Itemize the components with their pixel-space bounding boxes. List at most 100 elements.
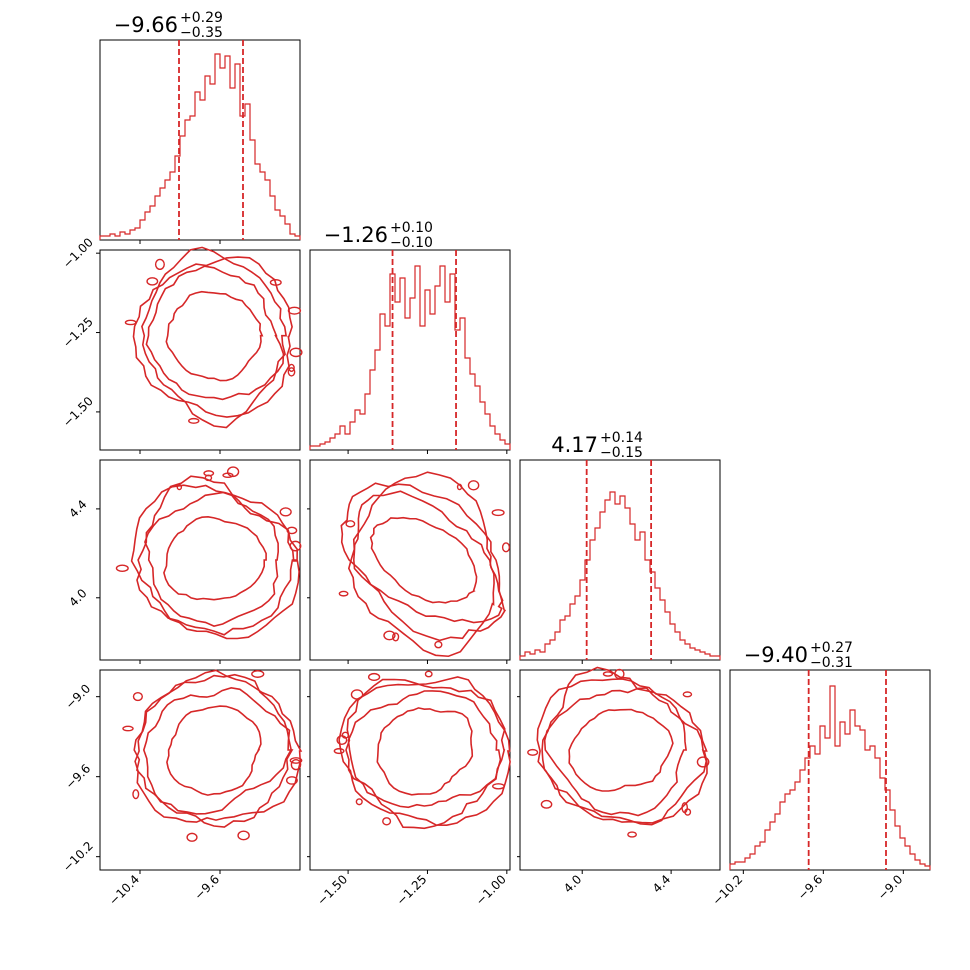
contour-island bbox=[115, 564, 129, 572]
param-title-minus: −0.35 bbox=[180, 25, 223, 41]
contour-island bbox=[289, 540, 302, 552]
contour-island bbox=[146, 277, 159, 286]
contour-island bbox=[154, 258, 165, 271]
param-title-plus: +0.27 bbox=[810, 640, 853, 656]
contour-island bbox=[204, 474, 213, 482]
contour-island bbox=[287, 306, 302, 315]
contour-line bbox=[145, 265, 285, 401]
contour-island bbox=[290, 758, 302, 771]
contour-island bbox=[341, 731, 350, 739]
contour-level-2 bbox=[130, 475, 300, 640]
contour-line bbox=[345, 678, 506, 830]
contour-level-2 bbox=[132, 246, 293, 429]
contour-line bbox=[141, 246, 288, 429]
panel-frame bbox=[99, 459, 301, 661]
contour-island bbox=[614, 668, 625, 680]
contour-line bbox=[142, 686, 293, 815]
contour-island bbox=[434, 640, 443, 649]
contour-island bbox=[186, 832, 198, 842]
x-tick-label: −1.50 bbox=[314, 872, 350, 908]
contour-line bbox=[568, 708, 674, 792]
param-title-plus: +0.10 bbox=[390, 220, 433, 236]
contour-island bbox=[289, 757, 303, 764]
contour-line bbox=[136, 475, 299, 636]
panel-frame bbox=[99, 249, 301, 451]
param-title-minus: −0.31 bbox=[810, 655, 853, 671]
contour-level-1 bbox=[145, 265, 285, 401]
contour-line bbox=[134, 669, 303, 823]
contour-island bbox=[132, 691, 143, 702]
contour-island bbox=[333, 748, 345, 755]
contour-island bbox=[285, 776, 298, 785]
contour-island bbox=[287, 367, 296, 377]
contour-island bbox=[383, 630, 396, 641]
contour-line bbox=[165, 290, 264, 382]
contour-island bbox=[124, 319, 137, 326]
contour-level-1 bbox=[352, 490, 504, 624]
x-tick-label: −1.25 bbox=[394, 872, 430, 908]
y-tick-label: −9.6 bbox=[63, 761, 94, 792]
x-tick-label: −9.6 bbox=[795, 872, 826, 903]
contour-island bbox=[237, 830, 250, 841]
contour-island bbox=[176, 483, 183, 491]
contour-level-2 bbox=[340, 471, 507, 658]
contour-island bbox=[501, 542, 511, 553]
contour-island bbox=[222, 472, 234, 479]
histogram bbox=[729, 685, 931, 870]
contour-island bbox=[392, 632, 400, 642]
param-title-plus: +0.14 bbox=[600, 430, 643, 446]
contour-island bbox=[491, 509, 505, 517]
x-tick-label: −10.2 bbox=[710, 872, 746, 908]
y-tick-label: −1.50 bbox=[60, 394, 96, 430]
contour-line bbox=[338, 676, 511, 827]
panel-3-1: −1.50 −1.25 −1.00 bbox=[307, 669, 511, 908]
contour-island bbox=[286, 526, 298, 535]
contour-island bbox=[367, 672, 381, 682]
x-tick-label: −1.00 bbox=[473, 872, 509, 908]
contour-level-2 bbox=[536, 666, 708, 826]
param-title-minus: −0.15 bbox=[600, 445, 643, 461]
y-tick-label: −1.00 bbox=[60, 235, 96, 271]
contour-level-1 bbox=[144, 491, 280, 627]
contour-island bbox=[132, 789, 140, 800]
histogram bbox=[309, 265, 511, 450]
contour-island bbox=[269, 279, 282, 286]
contour-island bbox=[682, 691, 693, 698]
contour-line bbox=[541, 666, 708, 826]
param-title-minus: −0.10 bbox=[390, 235, 433, 251]
panel-2-2: 4.17 +0.14−0.15 bbox=[519, 430, 721, 664]
contour-line bbox=[376, 707, 474, 796]
contour-island bbox=[338, 590, 349, 597]
contour-level-0 bbox=[369, 516, 478, 604]
contour-level-1 bbox=[347, 690, 502, 809]
contour-line bbox=[543, 687, 688, 817]
contour-island bbox=[382, 817, 392, 826]
panel-frame bbox=[309, 249, 511, 451]
histogram bbox=[99, 53, 301, 240]
contour-level-0 bbox=[376, 707, 474, 796]
panel-frame bbox=[729, 669, 931, 871]
contour-line bbox=[536, 678, 708, 824]
y-tick-label: 4.4 bbox=[66, 497, 89, 520]
contour-level-2 bbox=[338, 676, 511, 830]
panel-1-0: −1.50 −1.25 −1.00 bbox=[60, 235, 303, 454]
contour-island bbox=[627, 831, 637, 838]
contour-line bbox=[340, 482, 507, 642]
x-tick-label: −9.0 bbox=[875, 872, 906, 903]
contour-line bbox=[347, 471, 495, 658]
contour-island bbox=[424, 670, 433, 678]
param-title-median: 4.17 bbox=[551, 433, 598, 457]
param-title-median: −1.26 bbox=[324, 223, 388, 247]
panel-3-0: −10.2 −9.6 −9.0 −10.4 −9.6 bbox=[60, 669, 303, 908]
contour-level-0 bbox=[568, 708, 674, 792]
contour-island bbox=[122, 725, 134, 732]
param-title-plus: +0.29 bbox=[180, 10, 223, 26]
contour-island bbox=[696, 756, 710, 768]
contour-line bbox=[130, 484, 300, 640]
panel-2-1 bbox=[307, 459, 511, 664]
contour-level-0 bbox=[165, 290, 264, 382]
x-tick-label: −9.6 bbox=[192, 872, 223, 903]
y-tick-label: 4.0 bbox=[66, 586, 89, 609]
panel-0-0: −9.66 +0.29−0.35 bbox=[99, 10, 301, 244]
contour-island bbox=[345, 520, 356, 528]
